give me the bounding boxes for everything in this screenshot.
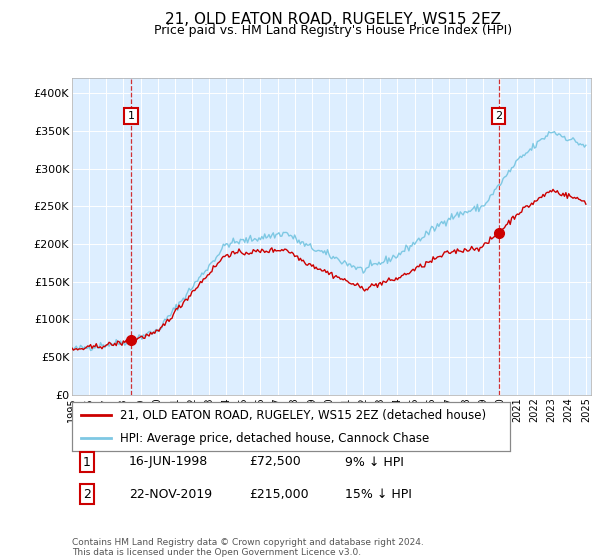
Text: Price paid vs. HM Land Registry's House Price Index (HPI): Price paid vs. HM Land Registry's House … — [154, 24, 512, 38]
Text: 21, OLD EATON ROAD, RUGELEY, WS15 2EZ (detached house): 21, OLD EATON ROAD, RUGELEY, WS15 2EZ (d… — [120, 409, 487, 422]
Text: 2: 2 — [83, 488, 91, 501]
Text: Contains HM Land Registry data © Crown copyright and database right 2024.
This d: Contains HM Land Registry data © Crown c… — [72, 538, 424, 557]
Text: £215,000: £215,000 — [249, 488, 308, 501]
Text: 9% ↓ HPI: 9% ↓ HPI — [345, 455, 404, 469]
Text: £72,500: £72,500 — [249, 455, 301, 469]
Text: 21, OLD EATON ROAD, RUGELEY, WS15 2EZ: 21, OLD EATON ROAD, RUGELEY, WS15 2EZ — [165, 12, 501, 27]
Text: HPI: Average price, detached house, Cannock Chase: HPI: Average price, detached house, Cann… — [120, 432, 430, 445]
Text: 16-JUN-1998: 16-JUN-1998 — [129, 455, 208, 469]
Text: 1: 1 — [128, 111, 135, 121]
Text: 1: 1 — [83, 455, 91, 469]
Text: 22-NOV-2019: 22-NOV-2019 — [129, 488, 212, 501]
Text: 15% ↓ HPI: 15% ↓ HPI — [345, 488, 412, 501]
Text: 2: 2 — [495, 111, 502, 121]
